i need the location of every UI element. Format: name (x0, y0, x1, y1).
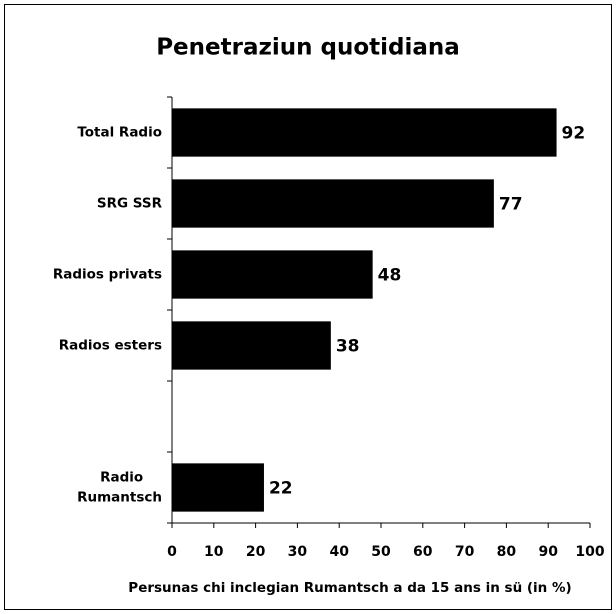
label-line: Rumantsch (77, 490, 162, 506)
x-tick-label: 100 (575, 544, 604, 560)
bar (172, 108, 557, 157)
x-tick-label: 40 (329, 544, 349, 560)
value-label: 38 (336, 337, 360, 357)
value-label: 92 (562, 124, 586, 144)
y-tick-label: Total Radio (77, 125, 162, 141)
label-line: SRG SSR (97, 196, 163, 212)
x-tick-label: 90 (538, 544, 558, 560)
x-tick-label: 30 (288, 544, 308, 560)
x-tick-label: 80 (497, 544, 517, 560)
x-axis-label: Persunas chi inclegian Rumantsch a da 15… (128, 580, 571, 596)
y-tick-label: Radios esters (59, 338, 162, 354)
y-tick-label: Radio Rumantsch (77, 470, 162, 506)
bar (172, 250, 373, 299)
bar (172, 321, 331, 370)
x-tick-label: 20 (246, 544, 266, 560)
x-tick-label: 0 (167, 544, 177, 560)
label-line: Total Radio (77, 125, 162, 141)
x-tick-label: 60 (413, 544, 433, 560)
value-label: 48 (378, 266, 402, 286)
bar (172, 179, 494, 228)
y-tick-label: SRG SSR (97, 196, 163, 212)
label-line: Radios privats (53, 267, 162, 283)
frame (4, 4, 612, 610)
bar (172, 463, 264, 512)
x-tick-label: 70 (455, 544, 475, 560)
y-tick-label: Radios privats (53, 267, 162, 283)
x-tick-label: 10 (204, 544, 224, 560)
label-line: Radio (100, 470, 148, 486)
value-label: 22 (269, 479, 293, 499)
x-tick-label: 50 (371, 544, 391, 560)
chart-title: Penetraziun quotidiana (156, 35, 460, 61)
value-label: 77 (499, 195, 523, 215)
label-line: Radios esters (59, 338, 162, 354)
